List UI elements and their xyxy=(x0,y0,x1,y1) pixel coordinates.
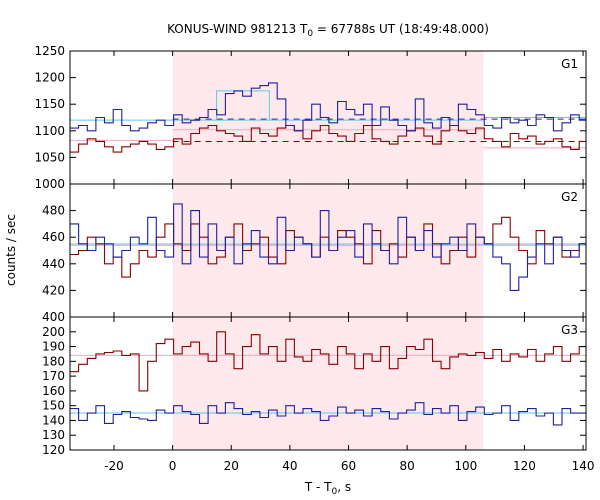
panel-g1: 1000 1050 1100 1150 1200 1250 G1 xyxy=(34,44,587,191)
shaded-interval xyxy=(172,317,484,450)
panel-frame xyxy=(69,316,587,451)
y-tick-label: 150 xyxy=(42,399,65,413)
y-tick-label: 200 xyxy=(42,325,65,339)
y-axis-label: counts / sec xyxy=(4,214,18,286)
y-tick-label: 440 xyxy=(42,257,65,271)
y-tick-label: 1200 xyxy=(34,71,65,85)
x-axis-label: T - T0, s xyxy=(304,480,351,497)
x-tick-label: 40 xyxy=(282,459,297,473)
y-tick-label: 1100 xyxy=(34,124,65,138)
y-tick-label: 130 xyxy=(42,428,65,442)
panels-layer: 100010501100115012001250G140042044046048… xyxy=(34,44,594,473)
series-g1-blue xyxy=(70,82,586,132)
y-tick-label: 140 xyxy=(42,413,65,427)
panel-label: G1 xyxy=(561,57,578,71)
y-tick-label: 420 xyxy=(42,283,65,297)
y-tick-label: 190 xyxy=(42,340,65,354)
chart-title: KONUS-WIND 981213 T0 = 67788s UT (18:49:… xyxy=(167,22,489,39)
y-tick-label: 460 xyxy=(42,230,65,244)
y-tick-label: 1150 xyxy=(34,97,65,111)
series-g3-red xyxy=(70,331,586,392)
y-tick-label: 170 xyxy=(42,369,65,383)
series-g2-blue xyxy=(70,203,586,291)
y-tick-label: 160 xyxy=(42,384,65,398)
y-tick-label: 1250 xyxy=(34,44,65,58)
x-tick-label: 60 xyxy=(341,459,356,473)
panel-label: G3 xyxy=(561,323,578,337)
y-tick-label: 1050 xyxy=(34,150,65,164)
panel-g2: 400 420 440 460 480 G2 xyxy=(42,183,587,324)
x-tick-label: 140 xyxy=(572,459,595,473)
y-tick-label: 120 xyxy=(42,443,65,457)
series-g1-red xyxy=(70,124,586,153)
panel-label: G2 xyxy=(561,190,578,204)
y-tick-label: 180 xyxy=(42,354,65,368)
y-tick-label: 1000 xyxy=(34,177,65,191)
y-tick-label: 400 xyxy=(42,310,65,324)
x-tick-label: -20 xyxy=(104,459,124,473)
x-tick-label: 100 xyxy=(454,459,477,473)
x-tick-label: 120 xyxy=(513,459,536,473)
y-tick-label: 480 xyxy=(42,204,65,218)
series-g3-blue xyxy=(70,402,586,426)
x-tick-label: 20 xyxy=(224,459,239,473)
x-tick-label: 0 xyxy=(169,459,177,473)
x-tick-label: 80 xyxy=(400,459,415,473)
